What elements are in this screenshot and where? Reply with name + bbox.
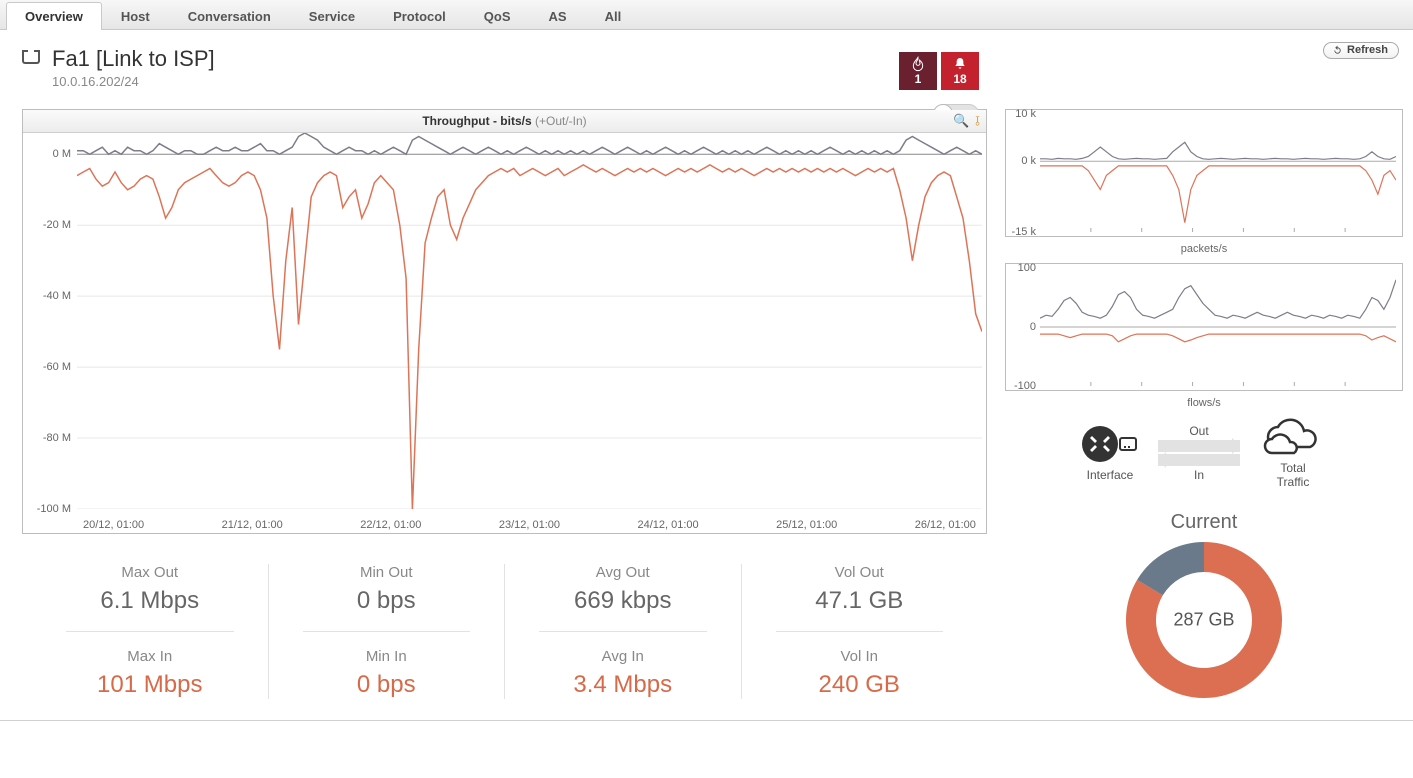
x-tick-label: 20/12, 01:00 (83, 519, 144, 531)
stat-in-label: Avg In (515, 648, 731, 665)
fire-icon (910, 56, 926, 72)
stat-out-value: 0 bps (279, 587, 495, 615)
stat-in-value: 3.4 Mbps (515, 671, 731, 699)
stat-out-label: Avg Out (515, 564, 731, 581)
y-tick-label: -20 M (23, 219, 71, 231)
refresh-label: Refresh (1347, 44, 1388, 56)
donut-center-label: 287 GB (1173, 610, 1234, 631)
in-arrow-label: In (1158, 468, 1240, 482)
interface-node-label: Interface (1080, 468, 1140, 482)
router-icon (1080, 424, 1140, 464)
interface-header: Fa1 [Link to ISP] 10.0.16.202/24 (22, 46, 1403, 89)
y-tick-label: -80 M (23, 432, 71, 444)
tab-as[interactable]: AS (530, 2, 586, 30)
packets-chart: 10 k 0 k -15 k (1005, 109, 1403, 237)
flow-arrows: Out In (1158, 424, 1240, 482)
stat-column: Min Out 0 bps Min In 0 bps (269, 564, 506, 699)
y-tick-label: -100 M (23, 503, 71, 515)
flows-caption: flows/s (1005, 397, 1403, 409)
stat-column: Avg Out 669 kbps Avg In 3.4 Mbps (505, 564, 742, 699)
out-arrow-label: Out (1158, 424, 1240, 438)
y-tick-label: -40 M (23, 290, 71, 302)
throughput-svg (77, 133, 982, 509)
traffic-node: Total Traffic (1258, 417, 1328, 489)
tab-overview[interactable]: Overview (6, 2, 102, 30)
bell-alert-count: 18 (953, 72, 966, 86)
stat-out-label: Max Out (42, 564, 258, 581)
stat-in-label: Max In (42, 648, 258, 665)
tab-host[interactable]: Host (102, 2, 169, 30)
refresh-icon (1332, 45, 1343, 56)
fire-alert-badge[interactable]: 1 (899, 52, 937, 90)
x-tick-label: 24/12, 01:00 (638, 519, 699, 531)
y-tick-label: 0 M (23, 148, 71, 160)
throughput-title-suffix: (+Out/-In) (535, 114, 587, 128)
refresh-button[interactable]: Refresh (1323, 42, 1399, 59)
bell-icon (952, 56, 968, 72)
tab-all[interactable]: All (586, 2, 641, 30)
stat-column: Vol Out 47.1 GB Vol In 240 GB (742, 564, 978, 699)
bell-alert-badge[interactable]: 18 (941, 52, 979, 90)
cloud-icon (1258, 417, 1328, 457)
donut-title: Current (1005, 511, 1403, 534)
y-tick-label: 100 (1008, 262, 1036, 274)
stat-out-label: Min Out (279, 564, 495, 581)
tab-protocol[interactable]: Protocol (374, 2, 465, 30)
stat-in-value: 0 bps (279, 671, 495, 699)
flows-chart: 100 0 -100 (1005, 263, 1403, 391)
tab-service[interactable]: Service (290, 2, 374, 30)
y-tick-label: 0 (1008, 321, 1036, 333)
traffic-node-label-2: Traffic (1258, 475, 1328, 489)
stat-out-value: 6.1 Mbps (42, 587, 258, 615)
tab-bar: OverviewHostConversationServiceProtocolQ… (0, 0, 1413, 30)
in-arrow-icon (1158, 454, 1240, 466)
tab-qos[interactable]: QoS (465, 2, 530, 30)
chart-settings-icon[interactable]: ⫱ (975, 113, 980, 129)
x-tick-label: 26/12, 01:00 (915, 519, 976, 531)
tab-conversation[interactable]: Conversation (169, 2, 290, 30)
x-tick-label: 25/12, 01:00 (776, 519, 837, 531)
traffic-node-label-1: Total (1258, 461, 1328, 475)
interface-node: Interface (1080, 424, 1140, 482)
interface-address: 10.0.16.202/24 (52, 74, 215, 89)
stat-in-value: 240 GB (752, 671, 968, 699)
y-tick-label: 10 k (1008, 108, 1036, 120)
traffic-direction-diagram: Interface Out In Total Traffic (1005, 417, 1403, 489)
page-body: Refresh Fa1 [Link to ISP] 10.0.16.202/24… (0, 30, 1413, 721)
stat-in-label: Min In (279, 648, 495, 665)
throughput-stats: Max Out 6.1 Mbps Max In 101 Mbps Min Out 0 bp… (22, 564, 987, 699)
stat-out-value: 47.1 GB (752, 587, 968, 615)
y-tick-label: -15 k (1008, 226, 1036, 238)
stat-in-label: Vol In (752, 648, 968, 665)
stat-out-label: Vol Out (752, 564, 968, 581)
throughput-x-axis: 20/12, 01:00 21/12, 01:00 22/12, 01:00 23/1… (23, 513, 986, 533)
stat-column: Max Out 6.1 Mbps Max In 101 Mbps (32, 564, 269, 699)
throughput-chart: Throughput - bits/s (+Out/-In) 🔍 ⫱ 0 M -2… (22, 109, 987, 534)
interface-name: Fa1 [Link to ISP] (52, 46, 215, 72)
stat-out-value: 669 kbps (515, 587, 731, 615)
packets-caption: packets/s (1005, 243, 1403, 255)
y-tick-label: -100 (1008, 380, 1036, 392)
stat-in-value: 101 Mbps (42, 671, 258, 699)
fire-alert-count: 1 (915, 72, 922, 86)
alert-badges: 1 18 (899, 52, 979, 90)
chart-zoom-icon[interactable]: 🔍 (953, 113, 969, 129)
x-tick-label: 22/12, 01:00 (360, 519, 421, 531)
y-tick-label: -60 M (23, 361, 71, 373)
out-arrow-icon (1158, 440, 1240, 452)
throughput-title-main: Throughput - bits/s (422, 114, 531, 128)
x-tick-label: 21/12, 01:00 (222, 519, 283, 531)
interface-icon (22, 52, 40, 64)
y-tick-label: 0 k (1008, 155, 1036, 167)
x-tick-label: 23/12, 01:00 (499, 519, 560, 531)
throughput-chart-title: Throughput - bits/s (+Out/-In) 🔍 ⫱ (23, 110, 986, 133)
current-volume-donut: Current 287 GB (1005, 511, 1403, 700)
